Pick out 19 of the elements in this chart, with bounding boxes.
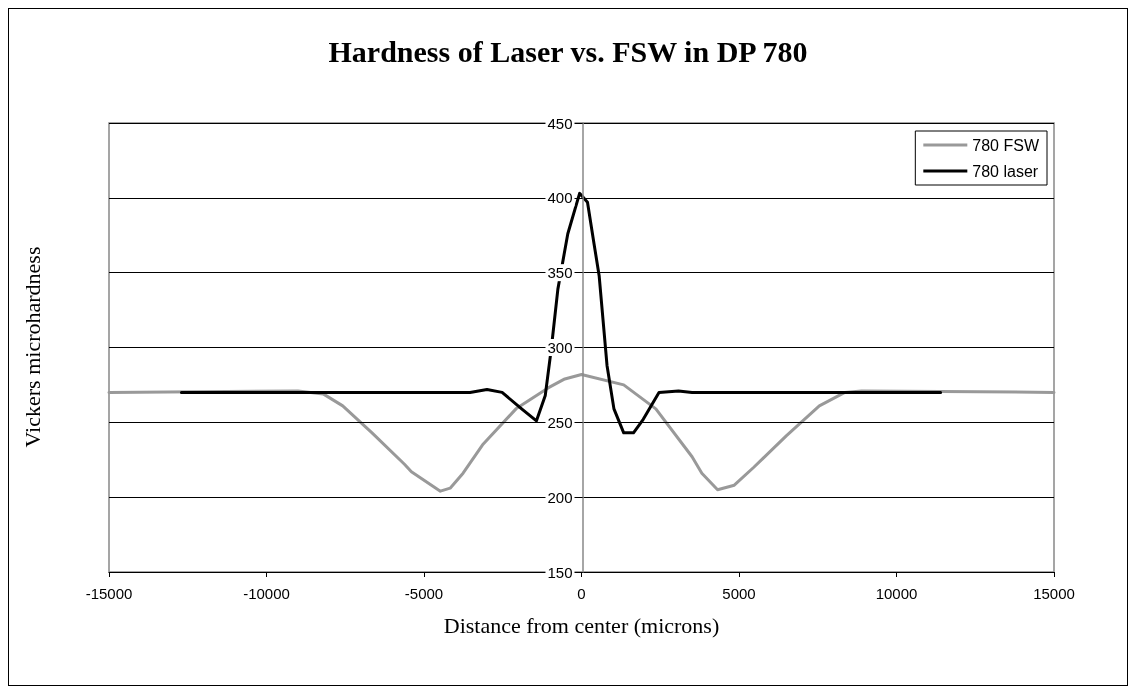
chart-title: Hardness of Laser vs. FSW in DP 780 <box>328 34 808 68</box>
x-tick-label: 0 <box>577 585 586 602</box>
y-tick-label: 250 <box>547 413 573 431</box>
x-tick-label: -5000 <box>404 585 444 602</box>
x-tick-label: -10000 <box>243 585 290 602</box>
y-tick-label: 150 <box>547 563 573 581</box>
y-axis-title: Vickers microhardness <box>19 246 45 448</box>
x-tick-label: -15000 <box>85 585 133 602</box>
x-tick-label: 15000 <box>1033 585 1075 602</box>
legend-label: 780 laser <box>972 162 1039 180</box>
y-tick-label: 300 <box>547 339 573 356</box>
y-tick-label: 350 <box>547 264 573 282</box>
x-axis-title: Distance from center (microns) <box>443 612 720 638</box>
x-tick-label: 5000 <box>722 585 756 602</box>
legend-label: 780 FSW <box>972 136 1040 154</box>
y-tick-label: 200 <box>547 488 573 506</box>
x-tick-label: 10000 <box>875 585 918 602</box>
y-tick-label: 400 <box>547 189 573 207</box>
y-tick-label: 450 <box>547 114 573 132</box>
